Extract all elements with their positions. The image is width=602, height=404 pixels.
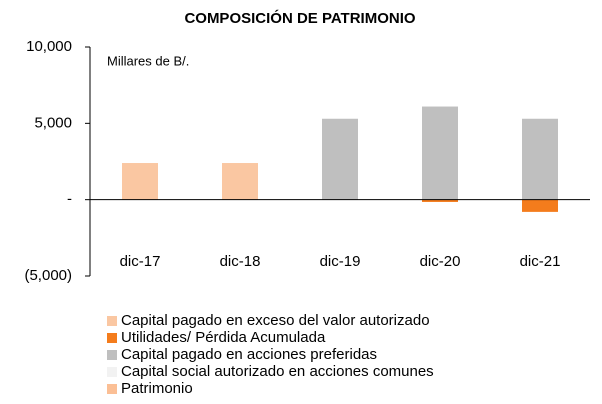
- x-tick-label: dic-21: [520, 253, 561, 270]
- bar: [222, 163, 258, 200]
- bar: [422, 106, 458, 200]
- x-tick-label: dic-19: [320, 253, 361, 270]
- y-tick-label: 5,000: [34, 114, 72, 131]
- bar: [522, 199, 558, 212]
- legend-swatch: [107, 333, 117, 343]
- bar: [522, 118, 558, 200]
- legend-swatch: [107, 367, 117, 377]
- legend-label: Capital pagado en acciones preferidas: [121, 346, 377, 363]
- bar: [422, 199, 458, 202]
- legend-swatch: [107, 350, 117, 360]
- y-tick-label: -: [67, 191, 72, 208]
- legend-swatch: [107, 316, 117, 326]
- legend-label: Utilidades/ Pérdida Acumulada: [121, 329, 326, 346]
- bar: [322, 118, 358, 200]
- x-tick-label: dic-20: [420, 253, 461, 270]
- legend-swatch: [107, 384, 117, 394]
- legend-label: Capital social autorizado en acciones co…: [121, 363, 434, 380]
- y-tick-label: 10,000: [26, 38, 72, 55]
- bar: [122, 163, 158, 200]
- annotation: Millares de B/.: [107, 53, 189, 68]
- y-tick-label: (5,000): [24, 267, 72, 284]
- x-tick-label: dic-18: [220, 253, 261, 270]
- legend-label: Patrimonio: [121, 380, 193, 397]
- x-tick-label: dic-17: [120, 253, 161, 270]
- legend-label: Capital pagado en exceso del valor autor…: [121, 312, 430, 329]
- chart-title: COMPOSICIÓN DE PATRIMONIO: [184, 9, 415, 27]
